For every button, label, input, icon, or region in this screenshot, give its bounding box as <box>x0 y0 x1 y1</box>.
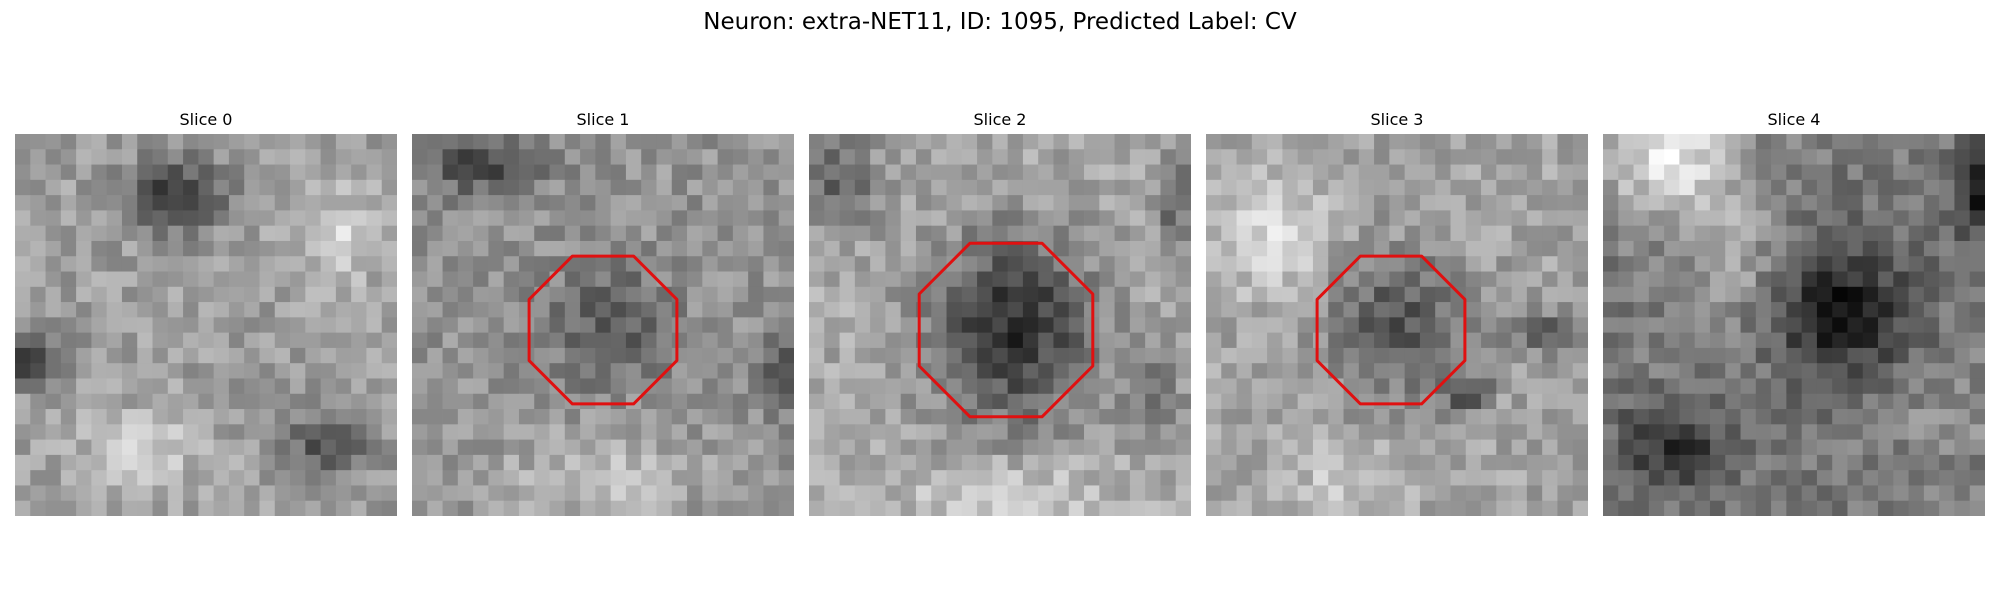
slice-2-title: Slice 2 <box>973 110 1027 129</box>
slice-4-pixel-grid <box>1603 134 1985 516</box>
slice-4-image <box>1603 134 1985 516</box>
slice-2-pixel-grid <box>809 134 1191 516</box>
slice-3-pixel-grid <box>1206 134 1588 516</box>
slice-2-image <box>809 134 1191 516</box>
slice-1-pixel-grid <box>412 134 794 516</box>
slice-4-title: Slice 4 <box>1767 110 1821 129</box>
slice-1-title: Slice 1 <box>576 110 630 129</box>
slice-3-title: Slice 3 <box>1370 110 1424 129</box>
slice-0-title: Slice 0 <box>179 110 233 129</box>
slice-3-image <box>1206 134 1588 516</box>
figure-title: Neuron: extra-NET11, ID: 1095, Predicted… <box>703 9 1297 35</box>
slice-0-pixel-grid <box>15 134 397 516</box>
slice-0-image <box>15 134 397 516</box>
roi-octagon-slice-3 <box>1315 254 1467 406</box>
slice-1-image <box>412 134 794 516</box>
roi-octagon-slice-2 <box>917 241 1095 419</box>
roi-octagon-slice-1 <box>527 254 679 406</box>
